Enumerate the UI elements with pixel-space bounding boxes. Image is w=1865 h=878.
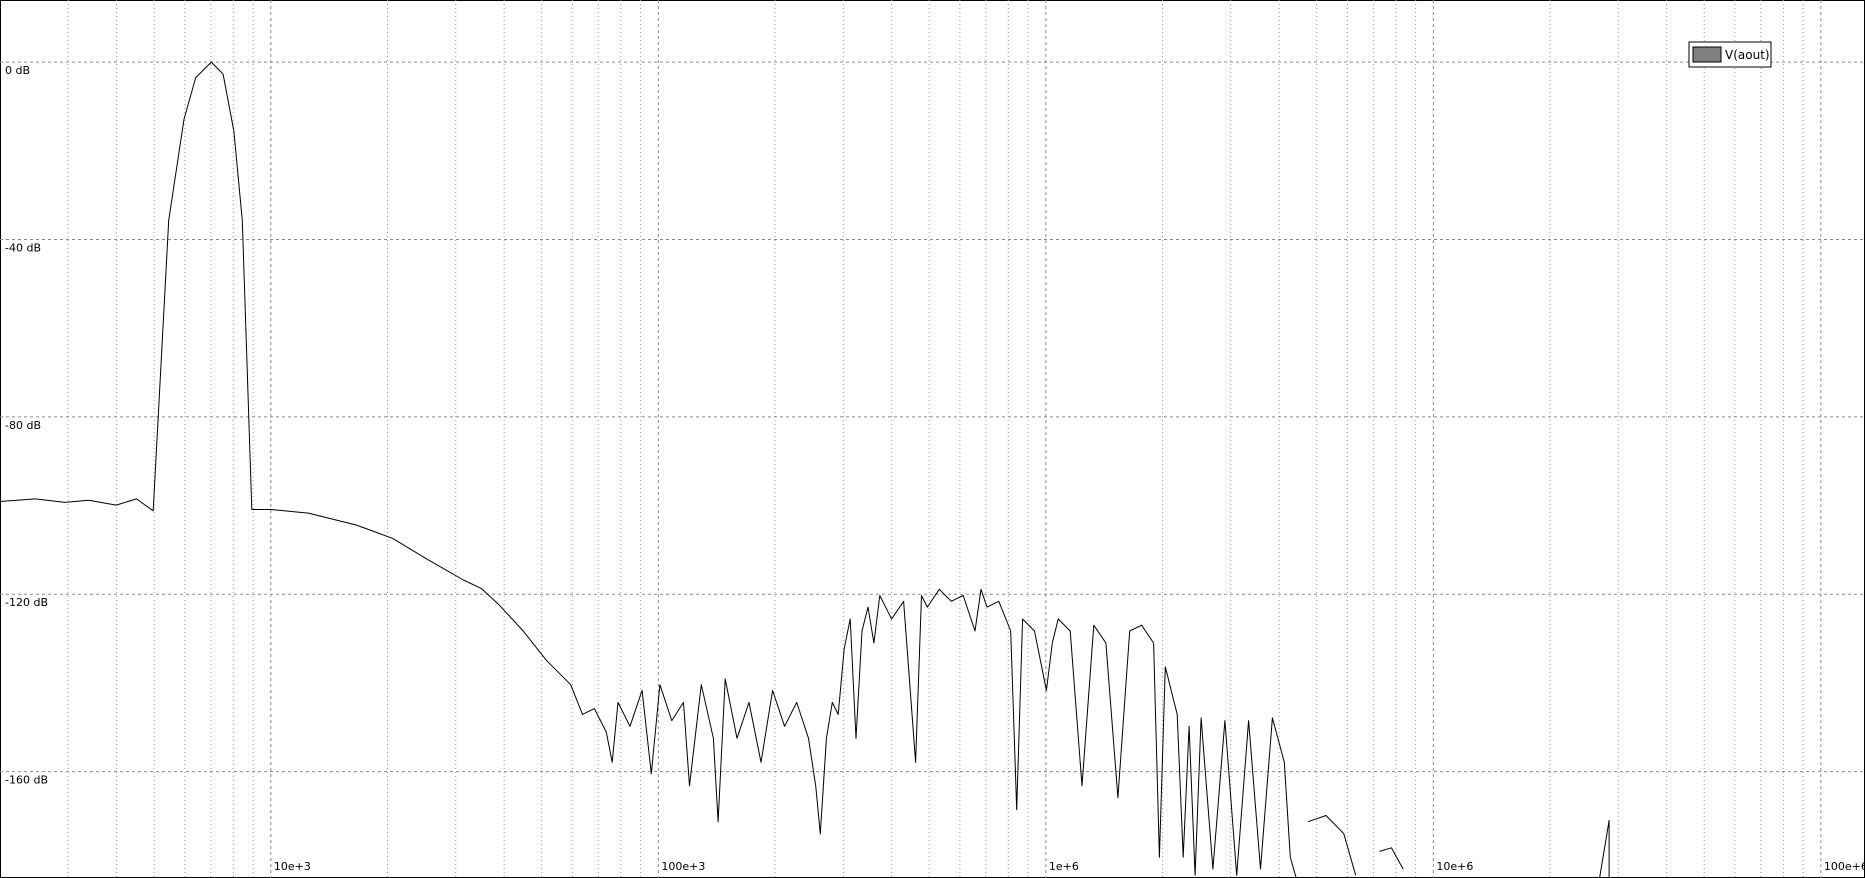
x-tick-label: 10e+3 (274, 860, 311, 873)
y-tick-label: -120 dB (5, 596, 48, 609)
tick-labels: 10e+3 100e+3 1e+6 10e+6 100e+6 0 dB -40 dB -80 … (5, 64, 1865, 873)
x-tick-label: 10e+6 (1436, 860, 1473, 873)
legend-swatch (1692, 46, 1722, 63)
x-tick-label: 100e+3 (661, 860, 705, 873)
plot (0, 61, 1610, 878)
x-tick-label: 100e+6 (1824, 860, 1865, 873)
legend: V(aout) (1688, 41, 1772, 68)
y-tick-label: -40 dB (5, 241, 41, 254)
y-tick-label: 0 dB (5, 64, 30, 77)
legend-label: V(aout) (1725, 48, 1770, 62)
x-tick-label: 1e+6 (1049, 860, 1079, 873)
y-tick-label: -80 dB (5, 419, 41, 432)
y-tick-label: -160 dB (5, 774, 48, 787)
series-line (0, 61, 1610, 878)
